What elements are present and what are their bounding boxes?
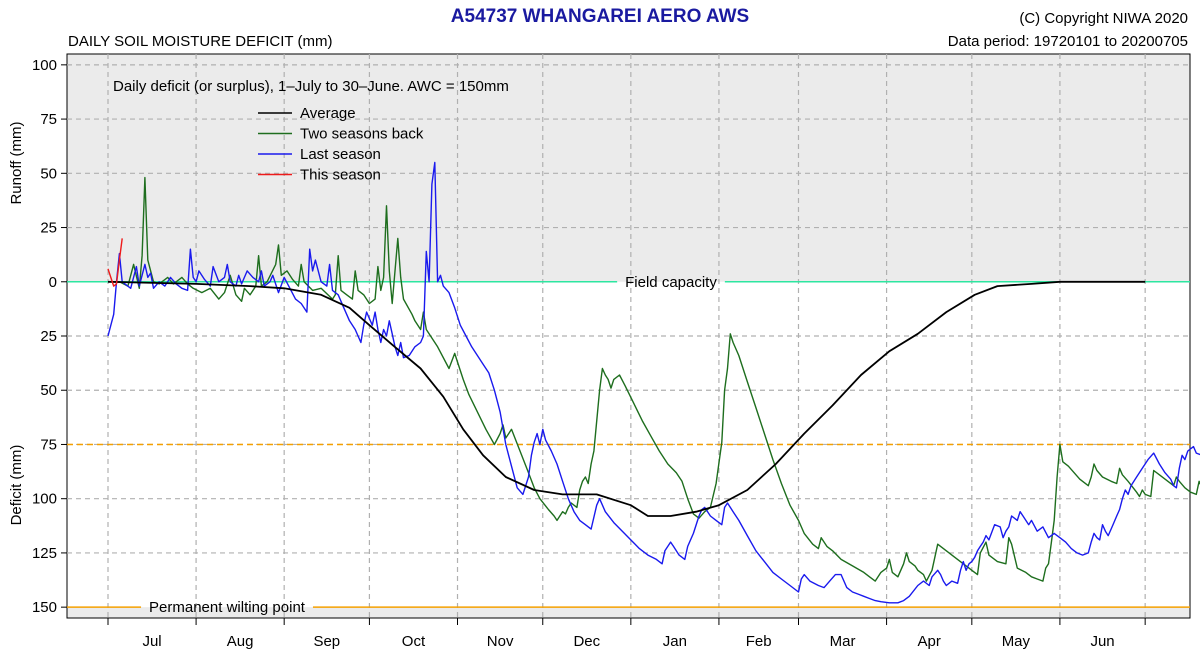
y-tick-label: 0: [49, 274, 57, 291]
reference-label: Field capacity: [625, 274, 717, 291]
x-tick-label: Jun: [1090, 633, 1114, 650]
x-tick-label: Jan: [663, 633, 687, 650]
x-tick-label: Feb: [746, 633, 772, 650]
y-tick-label: 75: [40, 111, 57, 128]
x-tick-label: Aug: [227, 633, 254, 650]
x-tick-label: Dec: [573, 633, 600, 650]
series-two-back: [108, 176, 1200, 582]
x-tick-label: Sep: [313, 633, 340, 650]
y-tick-label: 125: [32, 545, 57, 562]
y-axis-label-deficit: Deficit (mm): [8, 445, 25, 526]
y-tick-label: 50: [40, 165, 57, 182]
chart-annotation: Daily deficit (or surplus), 1–July to 30…: [113, 78, 509, 95]
y-tick-label: 100: [32, 491, 57, 508]
x-tick-label: Nov: [487, 633, 514, 650]
legend-label: This season: [300, 167, 381, 184]
y-tick-label: 50: [40, 382, 57, 399]
chart-title: A54737 WHANGAREI AERO AWS: [450, 6, 750, 27]
below-wilting-region: [67, 607, 1190, 618]
y-tick-label: 75: [40, 436, 57, 453]
x-tick-label: Mar: [830, 633, 856, 650]
y-tick-label: 25: [40, 220, 57, 237]
series-this: [107, 238, 123, 287]
x-tick-label: Apr: [918, 633, 941, 650]
runoff-region: [67, 54, 1190, 282]
y-axis-label-runoff: Runoff (mm): [8, 121, 25, 204]
legend-label: Two seasons back: [300, 126, 424, 143]
data-period: Data period: 19720101 to 20200705: [947, 33, 1188, 50]
reference-label: Permanent wilting point: [149, 599, 306, 616]
series-average: [107, 280, 1146, 517]
y-tick-label: 100: [32, 57, 57, 74]
y-tick-label: 25: [40, 328, 57, 345]
chart-subtitle: DAILY SOIL MOISTURE DEFICIT (mm): [68, 33, 333, 50]
x-tick-label: Oct: [402, 633, 426, 650]
legend-label: Last season: [300, 146, 381, 163]
copyright-notice: (C) Copyright NIWA 2020: [1019, 10, 1188, 27]
legend-label: Average: [300, 105, 356, 122]
x-tick-label: Jul: [142, 633, 161, 650]
x-tick-label: May: [1002, 633, 1031, 650]
y-tick-label: 150: [32, 599, 57, 616]
series-last: [107, 161, 1200, 604]
